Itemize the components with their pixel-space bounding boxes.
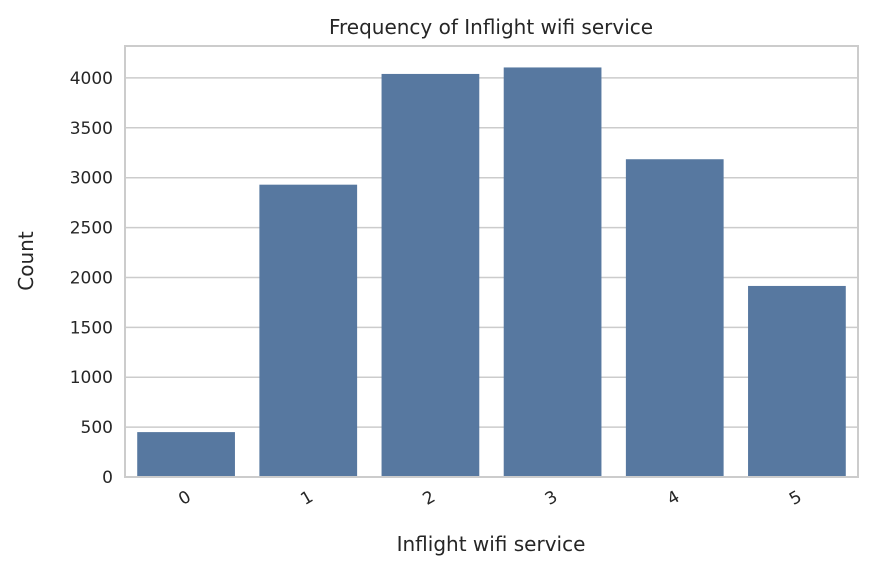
y-tick-label: 0	[102, 468, 113, 488]
bar-2	[381, 73, 480, 478]
chart-title: Frequency of Inflight wifi service	[329, 15, 653, 39]
y-tick-label: 1000	[70, 368, 113, 388]
bar-1	[259, 184, 358, 478]
bars	[137, 67, 846, 478]
bar-0	[137, 432, 235, 477]
bar-3	[503, 67, 602, 478]
plot-frame	[124, 45, 859, 478]
bar-5	[748, 285, 846, 477]
y-axis-label: Count	[14, 231, 38, 291]
y-tick-label: 3000	[70, 169, 113, 189]
y-tick-label: 1500	[70, 318, 113, 338]
y-tick-label: 4000	[70, 69, 113, 89]
x-axis-label: Inflight wifi service	[397, 532, 586, 556]
y-tick-labels: 0 500 1000 1500 2000 2500 3000 3500 4000	[70, 69, 113, 488]
y-tick-label: 3500	[70, 119, 113, 139]
y-tick-label: 500	[81, 418, 113, 438]
y-tick-label: 2000	[70, 268, 113, 288]
y-tick-label: 2500	[70, 219, 113, 239]
bar-4	[625, 159, 724, 477]
